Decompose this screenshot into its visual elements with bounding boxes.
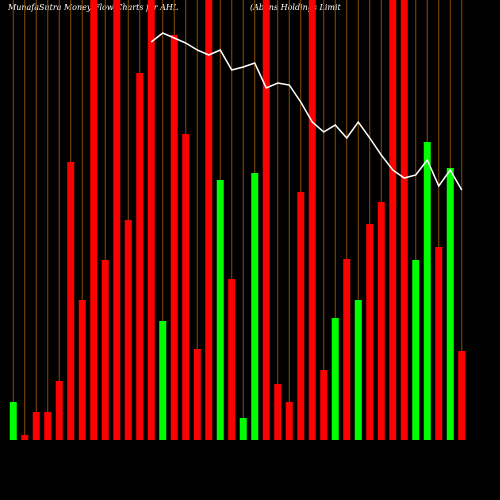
bar: [205, 0, 213, 440]
bar: [32, 412, 40, 440]
bar: [239, 418, 247, 440]
bar: [423, 142, 431, 440]
bar: [55, 381, 63, 440]
bar: [90, 0, 98, 440]
bar: [193, 349, 201, 440]
bar: [412, 260, 420, 440]
bar: [320, 370, 328, 440]
bar: [216, 180, 224, 440]
bar: [182, 134, 190, 440]
bar: [124, 220, 132, 440]
bar: [274, 384, 282, 440]
bar: [285, 402, 293, 440]
bar: [78, 300, 86, 440]
bar: [101, 260, 109, 440]
money-flow-line: [150, 32, 463, 191]
bar: [354, 300, 362, 440]
bar: [170, 35, 178, 440]
bar: [113, 0, 121, 440]
bar: [458, 351, 466, 440]
bar: [366, 224, 374, 440]
bar: [67, 162, 75, 440]
bar: [331, 318, 339, 440]
bar: [343, 259, 351, 440]
chart-subtitle: (Abans Holdings Limit: [250, 3, 342, 12]
bar: [262, 0, 270, 440]
bar: [136, 73, 144, 440]
bar: [297, 192, 305, 440]
bar: [21, 435, 29, 440]
bar: [446, 168, 454, 440]
bar: [9, 402, 17, 440]
bar: [308, 0, 316, 440]
bar: [435, 247, 443, 440]
bar: [228, 279, 236, 440]
bar: [389, 0, 397, 440]
bar: [159, 321, 167, 440]
bar: [147, 0, 155, 440]
bar: [44, 412, 52, 440]
bar: [400, 0, 408, 440]
bar: [251, 173, 259, 440]
bar: [377, 202, 385, 440]
